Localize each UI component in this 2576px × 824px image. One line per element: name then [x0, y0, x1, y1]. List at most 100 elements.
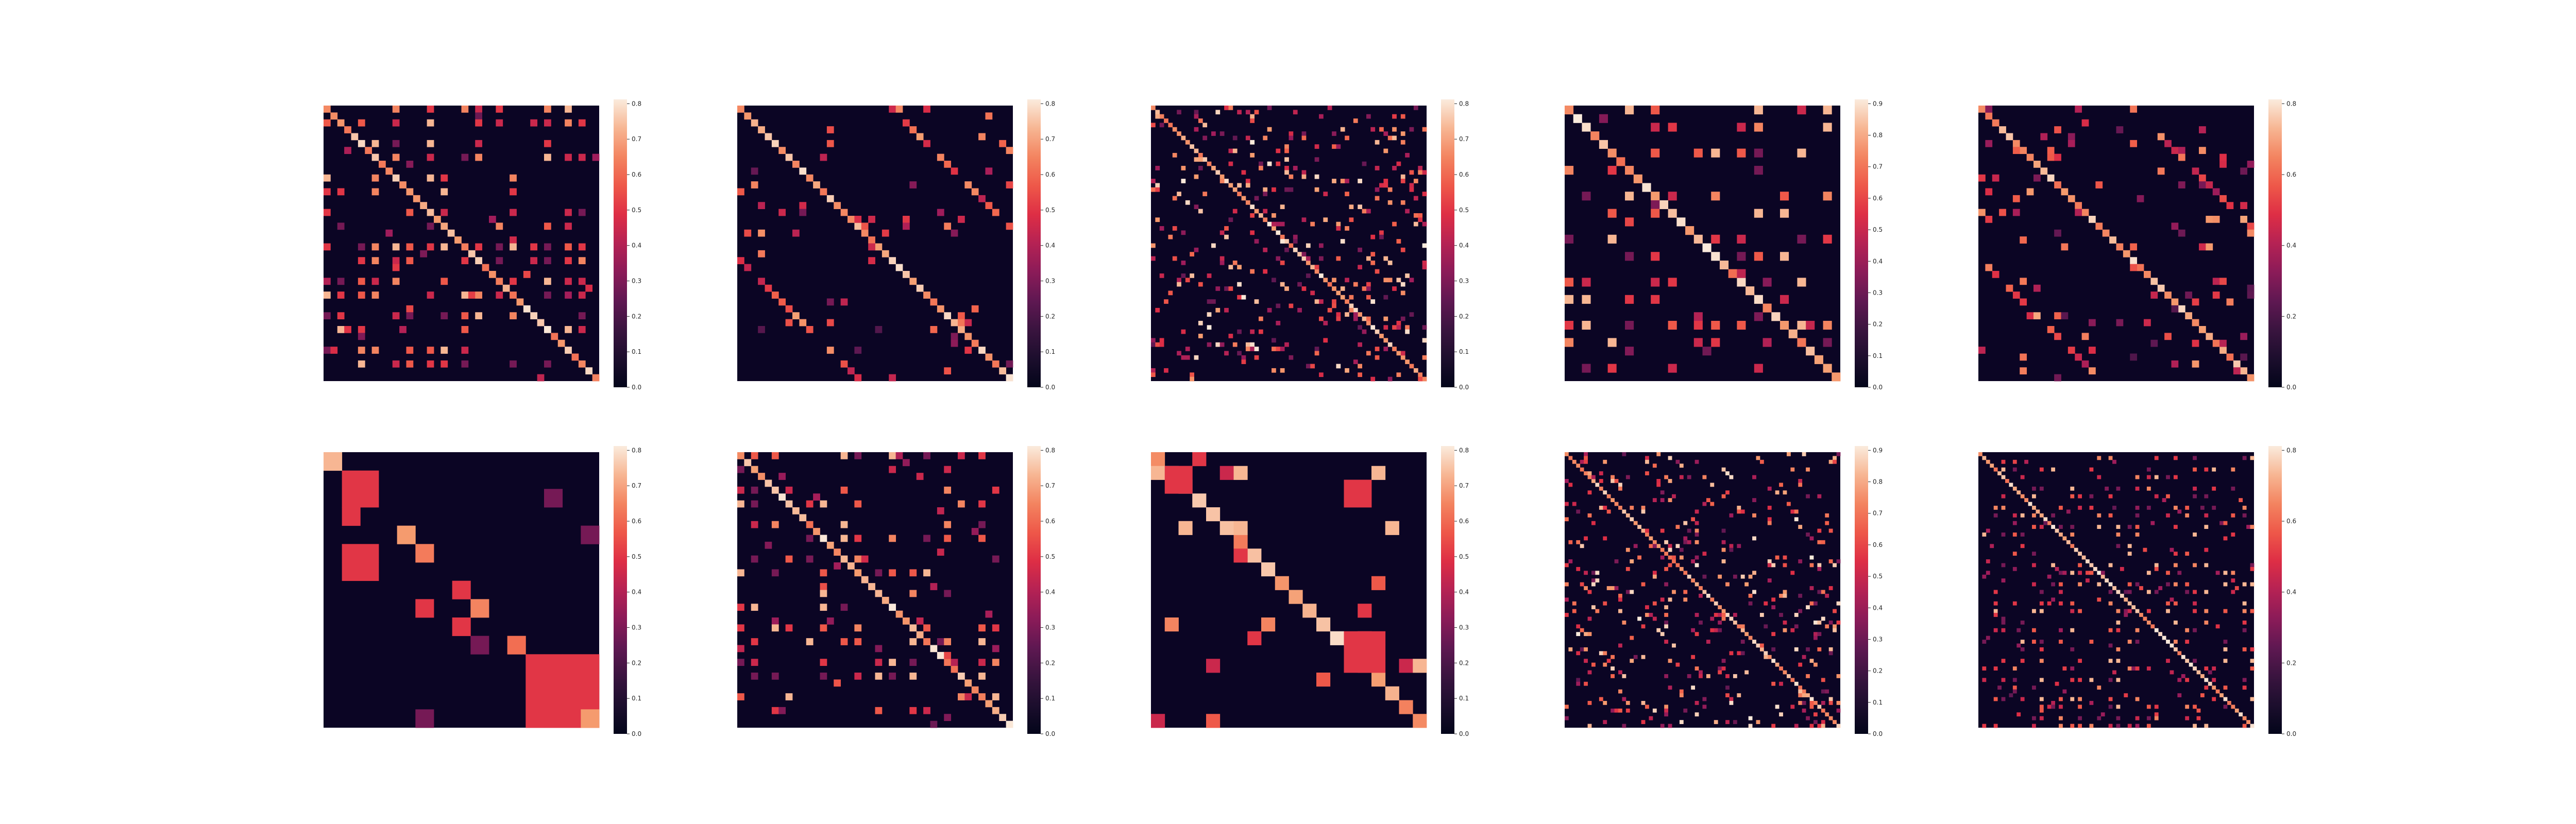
- heatmap-cell: [1767, 517, 1772, 522]
- heatmap-cell: [1181, 230, 1186, 235]
- heatmap-cell: [2047, 326, 2055, 333]
- heatmap-cell: [2032, 525, 2036, 529]
- heatmap-cell: [958, 500, 965, 508]
- heatmap-cell: [2051, 467, 2056, 472]
- heatmap-cell: [1809, 705, 1814, 709]
- heatmap-cell: [1258, 166, 1263, 170]
- colorbar: [2268, 446, 2282, 734]
- heatmap-cell: [1821, 720, 1825, 724]
- heatmap-cell: [1385, 521, 1399, 535]
- heatmap-cell: [2112, 459, 2116, 464]
- heatmap-cell: [1825, 521, 1829, 525]
- heatmap-cell: [2100, 571, 2105, 575]
- heatmap-cell: [1725, 693, 1730, 697]
- heatmap-cell: [2193, 724, 2197, 728]
- heatmap-cell: [1164, 617, 1179, 632]
- heatmap-cell: [434, 216, 441, 223]
- heatmap-cell: [2127, 525, 2132, 529]
- heatmap-cell: [2242, 609, 2247, 613]
- colorbar-tick-label: 0.0: [1873, 730, 1883, 737]
- heatmap-cell: [2196, 670, 2201, 675]
- heatmap-cell: [2158, 586, 2163, 590]
- heatmap-cell: [1409, 127, 1414, 132]
- heatmap-cell: [1718, 620, 1722, 625]
- heatmap-cell: [379, 161, 386, 168]
- heatmap-cell: [2135, 582, 2140, 587]
- heatmap-cell: [751, 119, 758, 127]
- heatmap-cell: [1383, 316, 1388, 321]
- colorbar-tick-label: 0.6: [1459, 518, 1469, 525]
- heatmap-cell: [1982, 533, 1987, 537]
- heatmap-cell: [1409, 187, 1414, 192]
- heatmap-cell: [2164, 291, 2172, 299]
- heatmap-cell: [751, 167, 758, 175]
- heatmap-cell: [537, 374, 545, 382]
- heatmap-cell: [1413, 213, 1418, 218]
- heatmap-cell: [1711, 252, 1720, 261]
- heatmap-cell: [1587, 513, 1592, 518]
- heatmap-cell: [1280, 204, 1285, 210]
- heatmap-cell: [1806, 647, 1810, 651]
- heatmap-cell: [1192, 493, 1207, 508]
- heatmap-cell: [2157, 284, 2165, 292]
- heatmap-cell: [2223, 536, 2228, 541]
- heatmap-cell: [1733, 674, 1737, 678]
- heatmap-cell: [2078, 582, 2082, 587]
- heatmap-cell: [1986, 528, 1990, 533]
- heatmap-cell: [562, 691, 581, 710]
- heatmap-cell: [820, 569, 827, 577]
- heatmap-cell: [2189, 662, 2193, 667]
- heatmap-cell: [585, 284, 593, 292]
- heatmap-cell: [1694, 632, 1699, 637]
- colorbar-tick-label: 0.3: [1873, 289, 1883, 296]
- heatmap-cell: [2250, 724, 2255, 728]
- heatmap-cell: [806, 174, 814, 182]
- heatmap-cell: [1833, 609, 1837, 613]
- heatmap-cell: [992, 555, 999, 563]
- heatmap-cell: [1748, 601, 1753, 606]
- heatmap-cell: [937, 638, 944, 645]
- heatmap-cell: [1267, 161, 1272, 166]
- heatmap-cell: [985, 353, 993, 361]
- heatmap-cell: [944, 161, 952, 168]
- heatmap-cell: [2242, 628, 2247, 632]
- heatmap-cell: [1651, 278, 1660, 287]
- heatmap-cell: [2116, 590, 2121, 594]
- heatmap-cell: [2178, 305, 2185, 313]
- heatmap-cell: [2097, 456, 2102, 460]
- heatmap-cell: [2089, 571, 2094, 575]
- heatmap-cell: [526, 709, 545, 728]
- heatmap-cell: [1790, 467, 1795, 472]
- heatmap-cell: [1821, 708, 1825, 713]
- heatmap-cell: [544, 654, 563, 673]
- heatmap-cell: [1358, 364, 1363, 369]
- heatmap-cell: [1618, 643, 1622, 648]
- heatmap-cell: [2193, 590, 2197, 594]
- heatmap-cell: [978, 195, 986, 202]
- heatmap-cell: [1668, 320, 1677, 330]
- heatmap-cell: [1780, 252, 1789, 261]
- heatmap-cell: [427, 243, 434, 251]
- heatmap-cell: [992, 209, 999, 216]
- heatmap-cell: [544, 119, 551, 127]
- heatmap-cell: [392, 174, 400, 182]
- heatmap-cell: [978, 693, 986, 700]
- heatmap-cell: [1155, 342, 1160, 347]
- colorbar-tick-label: 0.9: [1873, 447, 1883, 454]
- heatmap-cell: [1319, 243, 1324, 248]
- heatmap-cell: [578, 209, 586, 216]
- heatmap-cell: [1660, 490, 1665, 495]
- heatmap-cell: [1399, 700, 1413, 714]
- heatmap-cell: [1779, 613, 1783, 617]
- heatmap-cell: [923, 106, 930, 113]
- heatmap-cell: [324, 243, 331, 251]
- heatmap-cell: [1618, 506, 1622, 510]
- heatmap-cell: [544, 291, 551, 299]
- heatmap-cell: [1721, 559, 1726, 563]
- heatmap-cell: [1310, 265, 1315, 270]
- heatmap-cell: [1332, 278, 1336, 283]
- heatmap-cell: [1694, 712, 1699, 717]
- heatmap-cell: [1779, 666, 1783, 671]
- heatmap-cell: [1280, 239, 1285, 244]
- heatmap-cell: [2196, 716, 2201, 720]
